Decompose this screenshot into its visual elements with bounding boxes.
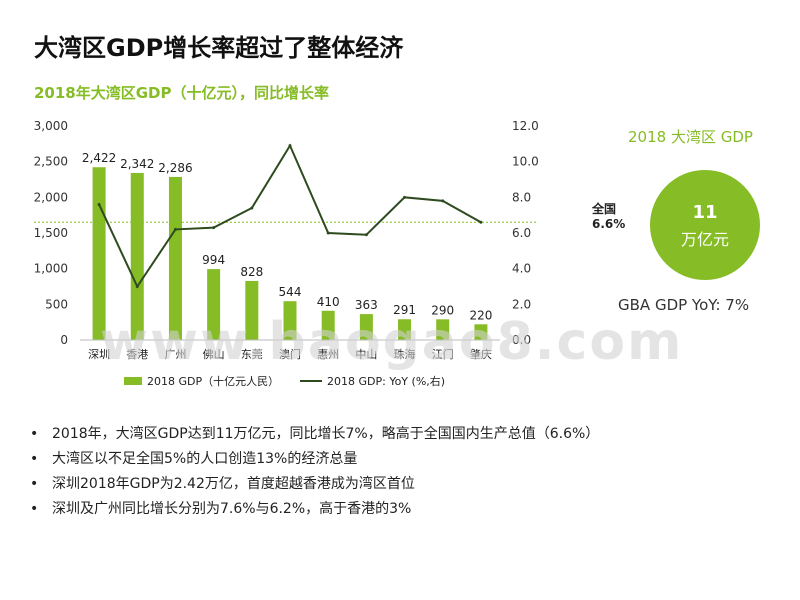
legend-line-label: 2018 GDP: YoY (%,右) — [327, 374, 445, 388]
bar — [321, 310, 335, 340]
kpi-national-label: 全国 — [592, 202, 617, 216]
y-right-tick-label: 4.0 — [512, 262, 531, 276]
yoy-point — [441, 199, 445, 203]
y-right-tick-label: 10.0 — [512, 155, 539, 169]
yoy-point — [135, 285, 139, 288]
y-left-tick-label: 500 — [45, 297, 68, 311]
x-tick-label: 佛山 — [203, 348, 225, 361]
bar — [168, 176, 182, 340]
bar-value-label: 828 — [240, 265, 263, 279]
bar — [474, 324, 488, 340]
yoy-point — [173, 227, 177, 231]
yoy-line — [98, 143, 482, 289]
bullet-item: 2018年，大湾区GDP达到11万亿元，同比增长7%，略高于全国国内生产总值（6… — [30, 422, 599, 447]
bar — [130, 172, 144, 340]
yoy-point — [364, 233, 368, 237]
legend-bar-label: 2018 GDP（十亿元人民） — [147, 374, 279, 388]
yoy-point — [212, 226, 216, 230]
x-tick-label: 广州 — [164, 348, 186, 361]
kpi-title: 2018 大湾区 GDP — [628, 128, 753, 146]
y-right-tick-label: 8.0 — [512, 190, 531, 204]
legend-bar-swatch — [124, 377, 142, 385]
bar — [207, 269, 221, 340]
y-left-tick-label: 1,000 — [34, 262, 68, 276]
slide-title: 大湾区GDP增长率超过了整体经济 — [34, 34, 404, 62]
bar-value-label: 291 — [393, 303, 416, 317]
x-tick-label: 深圳 — [88, 348, 110, 361]
bar — [359, 314, 373, 340]
bullet-item: 大湾区以不足全国5%的人口创造13%的经济总量 — [30, 447, 599, 472]
bar-value-label: 410 — [317, 295, 340, 309]
kpi-unit: 万亿元 — [680, 230, 729, 249]
x-tick-label: 珠海 — [394, 347, 416, 361]
bullet-item: 深圳及广州同比增长分别为7.6%与6.2%，高于香港的3% — [30, 497, 599, 522]
bullet-item: 深圳2018年GDP为2.42万亿，首度超越香港成为湾区首位 — [30, 472, 599, 497]
x-tick-label: 东莞 — [241, 348, 263, 361]
x-tick-label: 江门 — [432, 347, 454, 361]
x-tick-label: 中山 — [355, 348, 377, 361]
y-right-tick-label: 6.0 — [512, 226, 531, 240]
bar-value-label: 220 — [469, 308, 492, 322]
x-tick-label: 澳门 — [279, 347, 301, 361]
x-tick-label: 香港 — [126, 348, 148, 361]
y-right-tick-label: 12.0 — [512, 119, 539, 133]
bullet-list: 2018年，大湾区GDP达到11万亿元，同比增长7%，略高于全国国内生产总值（6… — [30, 422, 599, 522]
bar — [398, 319, 412, 340]
bar — [283, 301, 297, 340]
kpi-national-value: 6.6% — [592, 217, 626, 231]
yoy-point — [288, 144, 292, 148]
x-tick-label: 惠州 — [317, 347, 339, 361]
bar-value-label: 544 — [279, 285, 302, 299]
chart-subtitle: 2018年大湾区GDP（十亿元），同比增长率 — [34, 84, 330, 102]
y-left-tick-label: 1,500 — [34, 226, 68, 240]
y-left-tick-label: 0 — [60, 333, 68, 347]
yoy-point — [97, 202, 101, 206]
y-right-tick-label: 2.0 — [512, 297, 531, 311]
y-right-tick-label: 0.0 — [512, 333, 531, 347]
bar — [245, 280, 259, 340]
x-tick-label: 肇庆 — [470, 347, 492, 361]
bar-value-label: 2,286 — [158, 161, 192, 175]
bar-value-label: 994 — [202, 253, 225, 267]
yoy-point — [479, 220, 483, 224]
bar — [436, 319, 450, 340]
bar-value-label: 290 — [431, 303, 454, 317]
yoy-point — [250, 206, 254, 210]
yoy-point — [403, 195, 407, 199]
kpi-value: 11 — [692, 202, 718, 223]
watermark: www.baogao8.com — [100, 312, 684, 372]
bar-value-label: 363 — [355, 298, 378, 312]
bar-value-label: 2,342 — [120, 157, 154, 171]
y-left-tick-label: 2,500 — [34, 155, 68, 169]
bar-value-label: 2,422 — [82, 151, 116, 165]
kpi-yoy-text: GBA GDP YoY: 7% — [618, 296, 750, 314]
kpi-circle: 11 万亿元 — [650, 170, 760, 280]
y-left-tick-label: 2,000 — [34, 190, 68, 204]
y-left-tick-label: 3,000 — [34, 119, 68, 133]
yoy-point — [326, 231, 330, 235]
